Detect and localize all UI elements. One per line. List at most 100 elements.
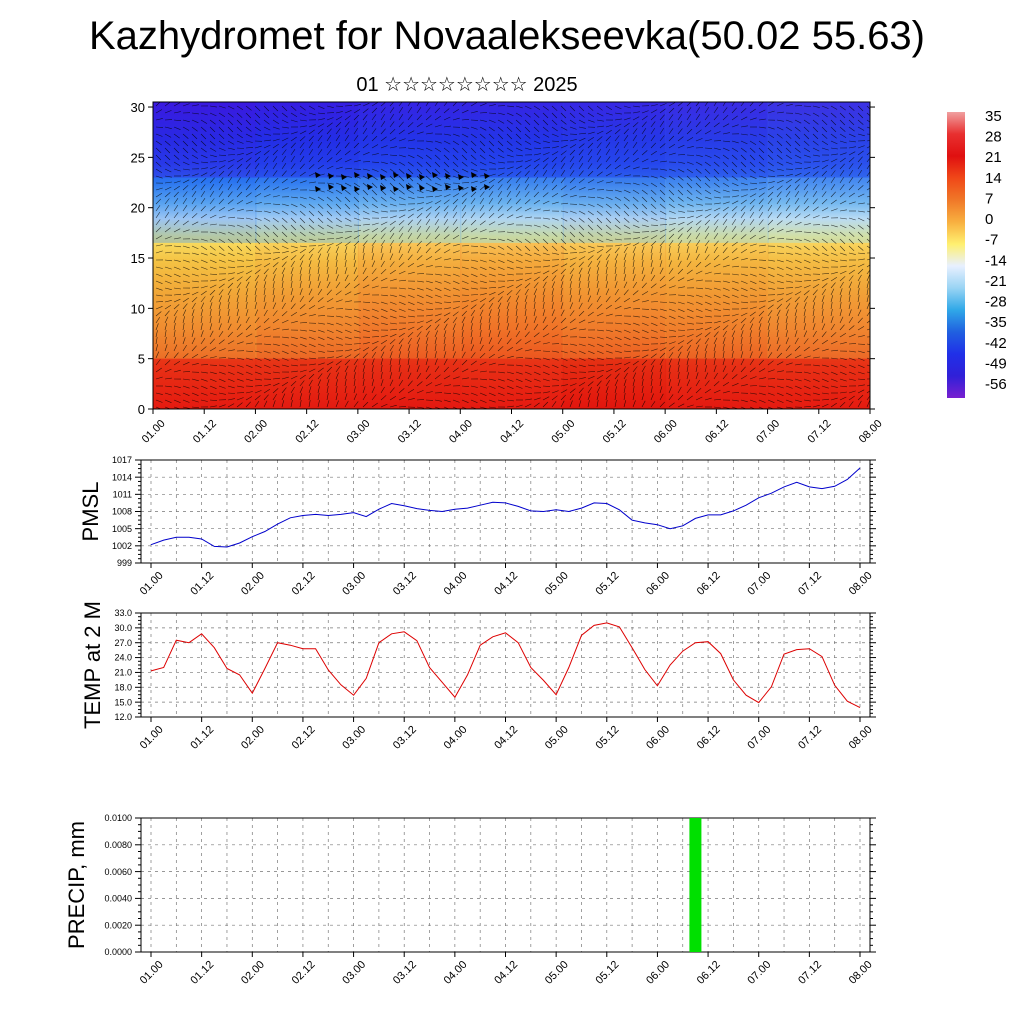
precip-y-tick-label: 0.0100 <box>104 813 132 823</box>
temp-x-tick-label: 01.12 <box>188 724 216 752</box>
heatmap-x-tick-label: 03.00 <box>345 418 373 446</box>
temp-x-tick-label: 07.00 <box>745 724 773 752</box>
temp-y-tick-label: 27.0 <box>114 638 132 648</box>
wind-barbs <box>155 102 870 409</box>
heatmap-cell <box>460 102 564 178</box>
temp-x-tick-label: 03.12 <box>391 724 419 752</box>
pmsl-x-tick-label: 07.12 <box>796 570 824 598</box>
temp-x-tick-label: 06.12 <box>695 724 723 752</box>
pmsl-x-tick-label: 06.00 <box>644 570 672 598</box>
heatmap-cell <box>665 242 769 359</box>
heatmap-cell <box>357 242 462 359</box>
heatmap-cell <box>255 242 359 359</box>
heatmap-y-tick-label: 5 <box>138 352 145 367</box>
pmsl-x-tick-label: 05.12 <box>594 570 622 598</box>
page-subtitle: 01 ☆☆☆☆☆☆☆☆ 2025 <box>356 74 578 96</box>
pmsl-y-tick-label: 1008 <box>112 507 132 517</box>
heatmap-x-tick-label: 07.12 <box>806 418 834 446</box>
temp-x-tick-label: 04.12 <box>492 724 520 752</box>
precip-x-tick-label: 01.12 <box>188 959 216 987</box>
heatmap-cell <box>460 358 564 409</box>
precip-x-tick-label: 04.12 <box>492 959 520 987</box>
colorbar-label: 35 <box>985 108 1002 125</box>
temp-y-tick-label: 18.0 <box>114 682 132 692</box>
heatmap-cell <box>562 177 667 243</box>
precip-x-tick-label: 06.12 <box>695 959 723 987</box>
precip-y-tick-label: 0.0080 <box>104 840 132 850</box>
heatmap-y-tick-label: 20 <box>131 201 145 216</box>
pmsl-y-tick-label: 999 <box>117 558 132 568</box>
colorbar-label: -49 <box>985 355 1007 372</box>
pmsl-x-tick-label: 08.00 <box>847 570 875 598</box>
heatmap-cell <box>460 177 564 243</box>
precipitation-chart: 0.0000 0.0020 0.0040 0.0060 0.0080 0.0100 01.0… <box>64 813 876 987</box>
pmsl-x-tick-label: 01.12 <box>188 570 216 598</box>
temp-x-tick-label: 03.00 <box>340 724 368 752</box>
heatmap-x-tick-label: 08.00 <box>857 418 885 446</box>
heatmap-cell <box>153 102 257 178</box>
colorbar-label: 28 <box>985 129 1002 146</box>
heatmap-cell <box>767 102 870 178</box>
heatmap-x-tick-label: 02.12 <box>293 418 321 446</box>
pmsl-series-line <box>150 467 861 548</box>
pmsl-x-tick-label: 05.00 <box>543 570 571 598</box>
precip-y-tick-label: 0.0060 <box>104 867 132 877</box>
heatmap-cell <box>665 102 769 178</box>
heatmap-cell <box>767 358 870 409</box>
colorbar-label: 0 <box>985 211 993 228</box>
pmsl-x-tick-label: 02.00 <box>239 570 267 598</box>
heatmap-x-tick-label: 04.00 <box>447 418 475 446</box>
pmsl-y-tick-label: 1014 <box>112 472 132 482</box>
precip-x-tick-label: 05.00 <box>543 959 571 987</box>
colorbar-label: -21 <box>985 273 1007 290</box>
temp-y-tick-label: 12.0 <box>114 712 132 722</box>
colorbar-label: -7 <box>985 232 998 249</box>
pmsl-y-axis-title: PMSL <box>78 482 103 542</box>
heatmap-x-tick-label: 05.00 <box>549 418 577 446</box>
heatmap-y-tick-label: 30 <box>131 100 145 115</box>
heatmap-x-tick-label: 04.12 <box>498 418 526 446</box>
pmsl-x-tick-label: 03.00 <box>340 570 368 598</box>
heatmap-y-tick-label: 0 <box>138 402 145 417</box>
pmsl-chart: 999 1002 1005 1008 1011 1014 1017 01.00 01.12 02.… <box>78 455 876 598</box>
temp-x-tick-label: 06.00 <box>644 724 672 752</box>
temperature-chart: 12.0 15.0 18.0 21.0 24.0 27.0 30.0 33.0 01.00 01.… <box>80 601 876 752</box>
temp-x-tick-label: 05.12 <box>594 724 622 752</box>
temp-y-axis-title: TEMP at 2 M <box>80 601 105 729</box>
colorbar-label: -14 <box>985 252 1007 269</box>
temp-x-tick-label: 01.00 <box>138 724 166 752</box>
temp-series-line <box>150 622 861 709</box>
heatmap-field <box>153 102 870 409</box>
pmsl-y-tick-label: 1011 <box>113 489 132 499</box>
heatmap-cell <box>562 102 667 178</box>
pmsl-x-tick-label: 04.12 <box>492 570 520 598</box>
precip-x-tick-label: 03.00 <box>340 959 368 987</box>
temp-x-tick-label: 05.00 <box>543 724 571 752</box>
precip-bar <box>689 818 702 952</box>
colorbar-label: -35 <box>985 314 1007 331</box>
page-title: Kazhydromet for Novaalekseevka(50.02 55.… <box>88 14 925 58</box>
heatmap-cell <box>562 358 667 409</box>
pmsl-x-tick-label: 01.00 <box>138 570 166 598</box>
pmsl-x-tick-label: 07.00 <box>745 570 773 598</box>
heatmap-cell <box>665 358 769 409</box>
heatmap-cell <box>665 177 769 243</box>
heatmap-y-tick-label: 10 <box>131 301 145 316</box>
precip-x-tick-label: 02.12 <box>290 959 318 987</box>
heatmap-x-tick-label: 07.00 <box>754 418 782 446</box>
colorbar-label: -42 <box>985 335 1007 352</box>
heatmap-background <box>153 102 870 409</box>
pmsl-y-tick-label: 1002 <box>112 541 132 551</box>
colorbar-legend: 35 28 21 14 7 0 -7 -14 -21 -28 -35 -42 -49 -56 <box>947 108 1007 398</box>
temp-y-tick-label: 30.0 <box>114 623 132 633</box>
precip-x-tick-label: 02.00 <box>239 959 267 987</box>
precip-y-tick-label: 0.0020 <box>104 920 132 930</box>
precip-x-tick-label: 05.12 <box>594 959 622 987</box>
precip-x-tick-label: 07.12 <box>796 959 824 987</box>
pmsl-grid <box>141 459 870 564</box>
pmsl-y-tick-label: 1005 <box>112 524 132 534</box>
heatmap-x-tick-label: 06.12 <box>703 418 731 446</box>
pmsl-x-tick-label: 03.12 <box>391 570 419 598</box>
colorbar-ramp <box>947 112 965 398</box>
